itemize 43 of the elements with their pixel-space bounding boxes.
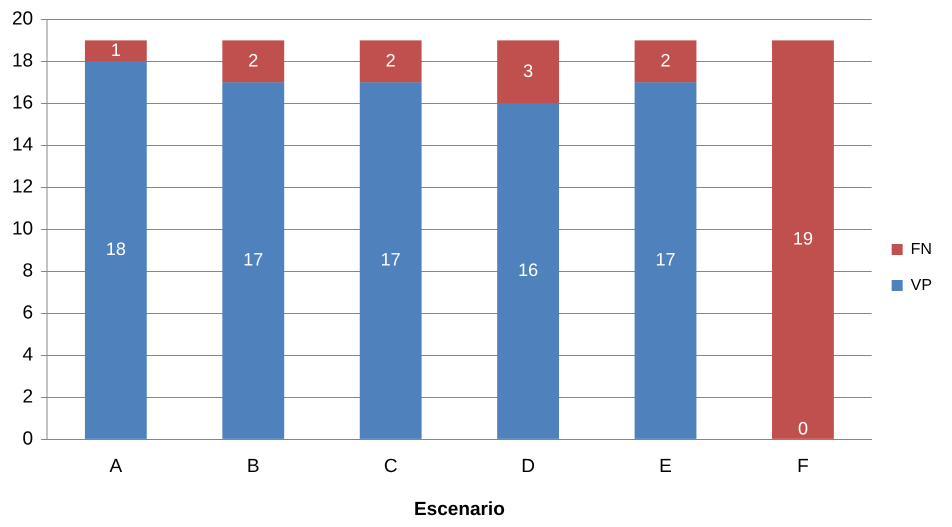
- y-tick-label: 16: [12, 92, 34, 114]
- x-tick-label: A: [110, 456, 122, 478]
- data-label: 17: [656, 250, 676, 270]
- y-tick-label: 4: [22, 344, 34, 366]
- annotation: 0: [798, 418, 808, 438]
- data-label: 17: [380, 250, 401, 270]
- x-tick-label: F: [797, 456, 809, 478]
- y-tick-label: 8: [22, 260, 34, 282]
- bar: [84, 61, 147, 439]
- bar: [360, 82, 422, 439]
- bar: [360, 40, 422, 82]
- x-axis-title: Escenario: [414, 498, 505, 520]
- bar: [634, 82, 696, 439]
- y-tick-label: 18: [12, 50, 34, 72]
- x-tick-label: E: [659, 456, 672, 478]
- bar: [222, 82, 284, 439]
- data-label: 2: [386, 50, 396, 70]
- bar: [84, 40, 147, 62]
- data-label: 2: [660, 50, 671, 70]
- bar: [634, 40, 696, 82]
- y-tick-label: 14: [12, 134, 34, 156]
- x-tick-label: C: [384, 456, 398, 478]
- x-tick-label: B: [246, 456, 260, 478]
- bar: [497, 40, 560, 104]
- legend-label: FN: [910, 240, 932, 258]
- bar: [772, 40, 834, 439]
- data-label: 1: [110, 40, 121, 60]
- y-tick-label: 0: [22, 428, 34, 450]
- bar: [497, 103, 560, 439]
- y-tick-label: 12: [12, 176, 34, 198]
- y-tick-label: 10: [12, 218, 34, 240]
- legend-label: VP: [910, 276, 932, 294]
- data-label: 2: [248, 50, 258, 70]
- data-label: 16: [518, 260, 538, 280]
- x-tick-label: D: [521, 456, 535, 478]
- data-label: 19: [792, 228, 813, 249]
- y-tick-label: 6: [22, 302, 34, 324]
- y-tick-label: 20: [12, 8, 34, 30]
- y-tick-label: 2: [22, 386, 34, 408]
- bar: [222, 40, 284, 82]
- data-label: 3: [523, 60, 534, 81]
- data-label: 18: [106, 239, 126, 260]
- data-label: 17: [243, 250, 264, 270]
